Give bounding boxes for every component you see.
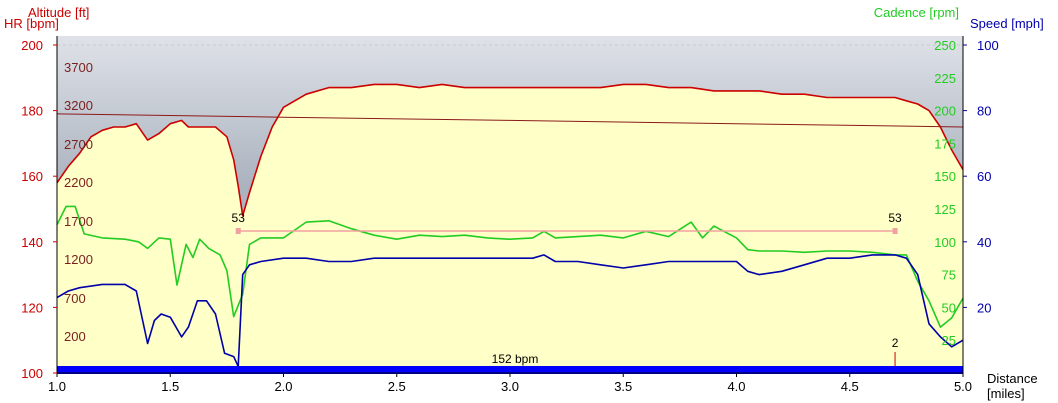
lap-end-marker[interactable] [892,228,898,234]
hr-tick-label: 200 [21,38,43,53]
hr-zone-label: 152 bpm [492,352,539,366]
speed-tick-label: 80 [977,104,991,119]
hr-tick-label: 140 [21,235,43,250]
cadence-axis-title: Cadence [rpm] [874,5,959,20]
x-tick-label: 5.0 [954,379,972,394]
x-tick-label: 3.5 [614,379,632,394]
lap-end-label: 53 [888,211,902,225]
lap-start-marker[interactable] [235,228,241,234]
x-tick-label: 1.0 [48,379,66,394]
altitude-tick-label: 3200 [64,98,93,113]
x-tick-label: 2.5 [388,379,406,394]
altitude-tick-label: 2200 [64,175,93,190]
x-tick-label: 2.0 [274,379,292,394]
x-tick-label: 1.5 [161,379,179,394]
hr-tick-label: 120 [21,300,43,315]
hr-line [56,83,964,217]
lap-2-marker-label: 2 [892,336,899,350]
x-tick-label: 4.5 [841,379,859,394]
distance-axis-title: Distance [987,371,1038,386]
x-tick-label: 3.0 [501,379,519,394]
altitude-tick-label: 3700 [64,60,93,75]
speed-tick-label: 40 [977,235,991,250]
speed-axis-title: Speed [mph] [970,16,1044,31]
hr-zone-bar [57,366,963,374]
speed-line [56,254,964,368]
altitude-tick-label: 2700 [64,137,93,152]
speed-tick-label: 100 [977,38,999,53]
cadence-tick-label: 50 [942,300,956,315]
altitude-tick-label: 700 [64,291,86,306]
speed-tick-label: 20 [977,300,991,315]
cadence-tick-label: 200 [934,104,956,119]
hr-tick-label: 100 [21,366,43,381]
hr-axis-title: HR [bpm] [4,16,59,31]
cadence-line [56,205,964,328]
altitude-axis-title: Altitude [ft] [28,5,89,20]
cadence-tick-label: 250 [934,38,956,53]
hr-tick-label: 160 [21,169,43,184]
tick-layer: 1.0 1.5 2.0 2.5 3.0 3.5 4.0 4.5 5.0 100 120 140 160 1… [21,38,998,394]
altitude-tick-label: 200 [64,329,86,344]
altitude-tick-label: 1200 [64,252,93,267]
speed-tick-label: 60 [977,169,991,184]
hr-tick-label: 180 [21,104,43,119]
altitude-tick-label: 1700 [64,214,93,229]
altitude-area-fill [57,84,963,374]
cadence-tick-label: 125 [934,202,956,217]
series-layer [56,83,964,368]
lap-start-label: 53 [232,211,246,225]
cadence-tick-label: 225 [934,71,956,86]
cadence-tick-label: 75 [942,268,956,283]
distance-axis-unit: [miles] [987,386,1025,401]
cadence-tick-label: 25 [942,333,956,348]
altitude-line [56,113,964,128]
cadence-tick-label: 175 [934,136,956,151]
cadence-tick-label: 150 [934,169,956,184]
x-tick-label: 4.0 [727,379,745,394]
cadence-tick-label: 100 [934,235,956,250]
